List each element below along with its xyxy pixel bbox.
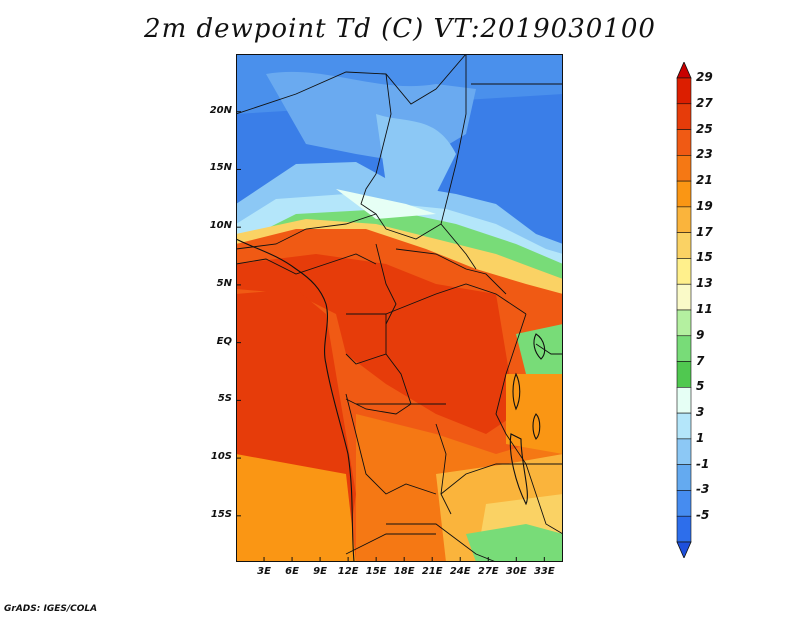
colorbar-label: 27 <box>696 95 713 110</box>
colorbar-segment <box>676 77 692 105</box>
colorbar-bar <box>676 62 692 558</box>
colorbar-segment <box>676 412 692 440</box>
colorbar-label: -3 <box>696 482 710 497</box>
lon-tick-label: 12E <box>337 566 359 577</box>
lat-ticks <box>236 111 241 517</box>
lon-tick-label: 24E <box>449 566 471 577</box>
lon-tick-label: 9E <box>313 566 327 577</box>
colorbar-label: -1 <box>696 456 710 471</box>
colorbar-label: 29 <box>696 70 713 84</box>
colorbar-segment <box>676 232 692 259</box>
colorbar-label: 13 <box>696 276 713 291</box>
colorbar-segment <box>676 438 692 465</box>
colorbar-label: 15 <box>696 250 713 265</box>
colorbar-segment <box>676 155 692 182</box>
map-title: 2m dewpoint Td (C) VT:2019030100 <box>144 14 656 44</box>
map-plot <box>236 54 563 562</box>
lon-tick-label: 6E <box>285 566 299 577</box>
colorbar-label: 7 <box>696 353 705 368</box>
lat-tick-label: 5N <box>216 277 232 289</box>
colorbar-segment <box>676 283 692 311</box>
lat-tick-label: 15N <box>209 162 232 174</box>
lon-tick-label: 15E <box>365 566 387 577</box>
colorbar-label: 9 <box>696 327 705 342</box>
lon-tick-label: 27E <box>477 566 499 577</box>
country-borders <box>236 54 563 562</box>
grads-credit: GrADS: IGES/COLA <box>4 604 98 614</box>
colorbar-label: -5 <box>696 508 710 523</box>
colorbar-segment <box>676 335 692 362</box>
field-east-orange <box>506 374 563 454</box>
colorbar-label: 21 <box>696 173 713 188</box>
lakes <box>509 333 546 506</box>
lon-tick-label: 30E <box>505 566 527 577</box>
lat-tick-label: 5S <box>217 393 232 405</box>
field-east-green <box>516 324 563 384</box>
field-south-orange <box>236 454 356 562</box>
lat-tick-label: 10N <box>209 220 232 232</box>
map-frame <box>236 54 563 562</box>
field-southeast-green <box>466 524 563 562</box>
colorbar-label: 17 <box>696 224 713 239</box>
colorbar-segment <box>676 206 692 233</box>
colorbar-label: 5 <box>696 379 705 394</box>
lon-tick-label: 21E <box>421 566 443 577</box>
colorbar-segment <box>676 309 692 337</box>
colorbar-segment <box>676 103 692 130</box>
field-sahel-pale-2 <box>336 189 436 219</box>
lon-tick-label: 3E <box>257 566 271 577</box>
colorbar-segment <box>676 361 692 388</box>
colorbar-segment <box>676 129 692 156</box>
colorbar-label: 19 <box>696 198 713 213</box>
coastline <box>236 238 355 562</box>
colorbar-segment <box>676 180 692 208</box>
lon-ticks <box>263 557 545 562</box>
lat-tick-label: 15S <box>210 508 232 520</box>
colorbar: 29 27 25 23 21 19 17 15 13 11 9 7 5 3 1 -1 -3 -5 <box>674 62 754 558</box>
colorbar-label: 11 <box>696 302 713 316</box>
lon-tick-label: 18E <box>393 566 415 577</box>
lon-tick-label: 33E <box>533 566 555 577</box>
lat-tick-label: EQ <box>216 335 232 347</box>
colorbar-label: 25 <box>696 121 713 136</box>
colorbar-segment <box>676 387 692 414</box>
field-light-blue-2 <box>376 114 456 194</box>
lat-tick-label: 20N <box>209 104 232 116</box>
colorbar-label: 1 <box>696 430 705 445</box>
colorbar-label: 23 <box>696 147 713 162</box>
colorbar-segment <box>676 464 692 491</box>
colorbar-segment <box>676 490 692 517</box>
colorbar-segment <box>676 515 692 543</box>
colorbar-top-arrow <box>676 62 692 79</box>
colorbar-label: 3 <box>696 405 705 420</box>
lat-tick-label: 10S <box>210 451 232 463</box>
colorbar-bottom-arrow <box>676 541 692 558</box>
dewpoint-map <box>236 54 563 562</box>
colorbar-segment <box>676 258 692 285</box>
